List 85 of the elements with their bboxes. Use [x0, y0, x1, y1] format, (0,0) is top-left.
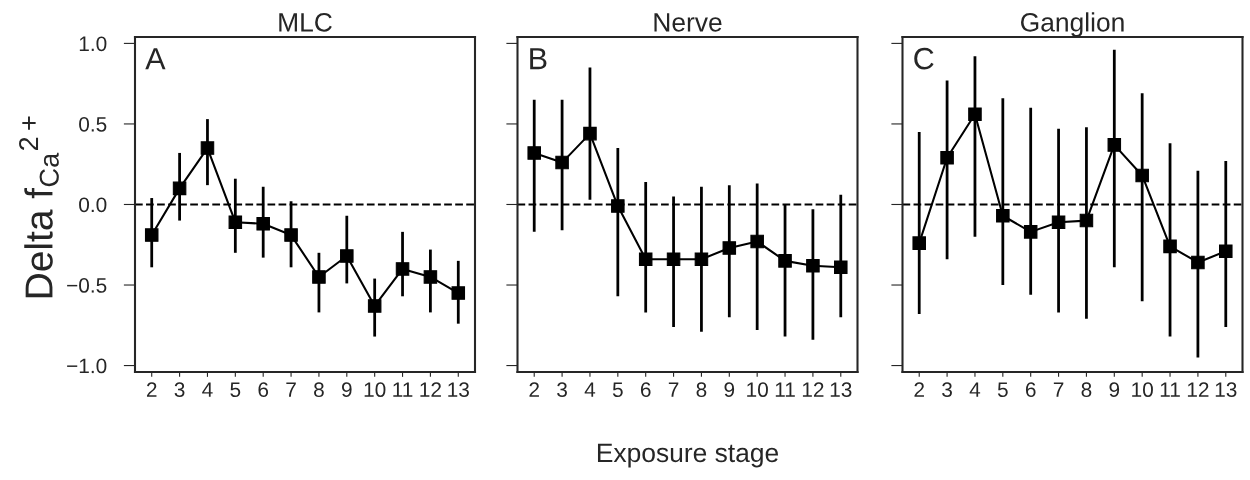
- point: [611, 199, 625, 213]
- point: [451, 286, 466, 300]
- point: [778, 254, 792, 268]
- point: [940, 151, 954, 165]
- x-tick-label: 9: [341, 382, 352, 398]
- x-tick-label: 6: [1025, 382, 1036, 398]
- x-tick-label: 3: [174, 382, 185, 398]
- chart-title: MLC: [279, 12, 332, 32]
- x-tick-label: 9: [724, 382, 735, 398]
- point: [1107, 138, 1122, 152]
- x-tick-label: 10: [747, 382, 768, 398]
- point: [1163, 239, 1177, 254]
- y-tick-label: 1.0: [79, 36, 107, 52]
- y-tick-label: 0.0: [79, 197, 107, 213]
- point: [638, 252, 653, 267]
- x-tick-label: 8: [696, 382, 707, 398]
- x-tick-label: 13: [448, 382, 469, 398]
- x-tick-label: 8: [314, 382, 324, 398]
- x-tick-label: 7: [1053, 382, 1064, 397]
- point: [1023, 225, 1038, 239]
- x-tick-label: 7: [286, 382, 296, 397]
- point: [256, 217, 270, 231]
- point: [666, 252, 681, 267]
- x-tick-label: 8: [1081, 382, 1092, 398]
- point: [1079, 213, 1094, 228]
- point: [228, 215, 243, 229]
- chart-title: Ganglion: [1021, 12, 1124, 37]
- point: [555, 155, 569, 170]
- x-tick-label: 11: [393, 382, 413, 397]
- x-tick-label: 12: [1187, 382, 1209, 397]
- x-tick-label: 13: [830, 382, 852, 398]
- point: [527, 146, 541, 160]
- chart-title: Nerve: [654, 13, 722, 32]
- y-tick-label: −1.0: [67, 358, 107, 374]
- x-tick-label: 13: [1215, 382, 1237, 398]
- x-tick-label: 6: [258, 382, 269, 398]
- point: [367, 299, 382, 313]
- point: [1219, 244, 1233, 258]
- point: [1191, 255, 1205, 270]
- x-tick-label: 12: [420, 382, 441, 397]
- x-tick-label: 3: [942, 382, 952, 398]
- point: [312, 270, 326, 284]
- annotation: B: [530, 48, 547, 70]
- x-tick-label: 5: [997, 382, 1008, 398]
- point: [423, 270, 438, 284]
- point: [1135, 168, 1149, 183]
- point: [996, 208, 1010, 223]
- point: [200, 141, 215, 155]
- x-tick-label: 11: [1160, 382, 1180, 397]
- x-tick-label: 3: [557, 382, 567, 398]
- point: [912, 236, 926, 250]
- y-tick-label: −0.5: [67, 278, 107, 293]
- x-tick-label: 10: [364, 382, 386, 398]
- x-tick-label: 6: [640, 382, 651, 398]
- x-tick-label: 12: [802, 382, 824, 397]
- annotation: C: [914, 47, 934, 70]
- point: [834, 260, 848, 275]
- point: [750, 234, 764, 249]
- x-tick-label: 2: [914, 382, 924, 397]
- point: [806, 258, 820, 273]
- x-tick-label: 4: [969, 382, 981, 397]
- point: [172, 181, 187, 196]
- point: [968, 107, 982, 122]
- x-tick-label: 2: [529, 382, 539, 397]
- y-axis-title: Delta f$_{Ca}$$^{2+}$: [19, 116, 59, 298]
- point: [395, 262, 410, 276]
- x-tick-label: 11: [775, 382, 795, 397]
- x-tick-label: 2: [146, 382, 157, 397]
- x-tick-label: 10: [1132, 382, 1153, 398]
- point: [284, 228, 298, 242]
- x-tick-label: 5: [612, 382, 623, 398]
- point: [722, 241, 737, 255]
- x-tick-label: 7: [668, 382, 679, 397]
- x-tick-label: 5: [230, 382, 241, 398]
- x-tick-label: 4: [584, 382, 596, 397]
- x-tick-label: 4: [202, 382, 213, 397]
- point: [340, 249, 354, 263]
- point: [144, 228, 159, 242]
- x-tick-label: 9: [1109, 382, 1120, 398]
- point: [694, 252, 709, 267]
- point: [1051, 215, 1066, 229]
- y-tick-label: 0.5: [79, 116, 107, 132]
- x-axis-title: Exposure stage: [597, 443, 779, 468]
- point: [583, 126, 597, 141]
- annotation: A: [145, 48, 166, 70]
